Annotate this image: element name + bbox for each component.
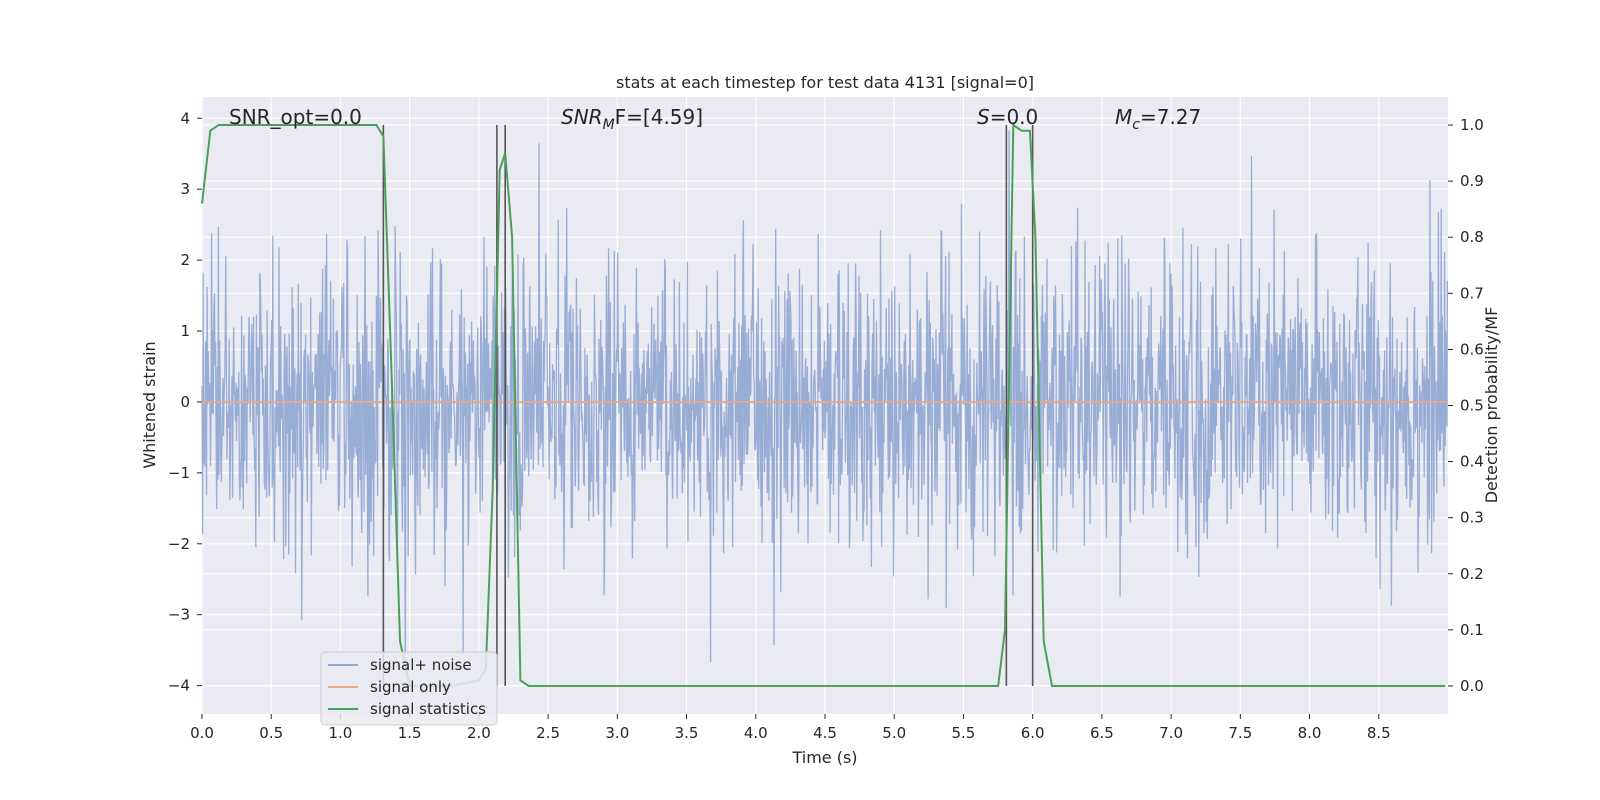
yl-tick-label-1: −3 xyxy=(168,606,190,624)
annotation-snr-mf-rest: F=[4.59] xyxy=(615,105,703,129)
annotation-s-rest: =0.0 xyxy=(990,105,1039,129)
annotation-mc: Mc=7.27 xyxy=(1115,105,1201,133)
yl-tick-label-0: −4 xyxy=(168,677,190,695)
x-tick-label-6: 3.0 xyxy=(605,724,629,742)
annotation-snr-mf-main: SNR xyxy=(561,105,603,129)
x-tick-label-12: 6.0 xyxy=(1021,724,1045,742)
x-tick-label-1: 0.5 xyxy=(259,724,283,742)
yr-tick-label-9: 0.9 xyxy=(1460,172,1484,190)
x-tick-label-11: 5.5 xyxy=(952,724,976,742)
annotation-s-main: S xyxy=(977,105,990,129)
legend-label-signal-statistics: signal statistics xyxy=(370,700,486,718)
y-right-axis-label: Detection probability/MF xyxy=(1482,307,1501,504)
yr-tick-label-4: 0.4 xyxy=(1460,453,1484,471)
legend-label-signal-noise: signal+ noise xyxy=(370,656,472,674)
annotation-snr-mf-sub: M xyxy=(603,117,615,133)
legend-box xyxy=(320,651,498,726)
x-tick-label-9: 4.5 xyxy=(813,724,837,742)
x-tick-label-0: 0.0 xyxy=(190,724,214,742)
x-tick-label-15: 7.5 xyxy=(1228,724,1252,742)
yr-tick-label-3: 0.3 xyxy=(1460,509,1484,527)
legend: signal+ noise signal only signal statist… xyxy=(320,651,498,726)
x-tick-label-16: 8.0 xyxy=(1298,724,1322,742)
x-axis-ticks: 0.0 0.5 1.0 1.5 2.0 2.5 3.0 3.5 4.0 4.5 5.0 5.5 6.0 6… xyxy=(190,714,1391,742)
annotation-mc-sub: c xyxy=(1132,117,1140,133)
x-tick-label-4: 2.0 xyxy=(467,724,491,742)
x-tick-label-10: 5.0 xyxy=(882,724,906,742)
x-tick-label-17: 8.5 xyxy=(1367,724,1391,742)
yr-tick-label-8: 0.8 xyxy=(1460,228,1484,246)
annotation-mc-rest: =7.27 xyxy=(1140,105,1201,129)
annotation-s: S=0.0 xyxy=(977,105,1038,129)
signal-noise-line xyxy=(201,130,1449,676)
x-tick-label-3: 1.5 xyxy=(398,724,422,742)
signal-statistics-line xyxy=(201,123,1446,687)
legend-label-signal-only: signal only xyxy=(370,678,451,696)
x-tick-label-2: 1.0 xyxy=(329,724,353,742)
yr-tick-label-2: 0.2 xyxy=(1460,565,1484,583)
yl-tick-label-6: 2 xyxy=(180,251,190,269)
x-tick-label-8: 4.0 xyxy=(744,724,768,742)
yr-tick-label-7: 0.7 xyxy=(1460,284,1484,302)
yl-tick-label-3: −1 xyxy=(168,464,190,482)
x-axis-label: Time (s) xyxy=(791,748,857,767)
annotation-mc-main: M xyxy=(1115,105,1132,129)
x-tick-label-7: 3.5 xyxy=(675,724,699,742)
yl-tick-label-5: 1 xyxy=(180,322,190,340)
yl-tick-label-8: 4 xyxy=(180,109,190,127)
x-tick-label-13: 6.5 xyxy=(1090,724,1114,742)
y-right-axis-ticks: 0.0 0.1 0.2 0.3 0.4 0.5 0.6 0.7 0.8 0.9 1.0 xyxy=(1448,116,1484,695)
yr-tick-label-1: 0.1 xyxy=(1460,621,1484,639)
yr-tick-label-5: 0.5 xyxy=(1460,397,1484,415)
chart-title: stats at each timestep for test data 413… xyxy=(616,73,1034,92)
x-tick-label-14: 7.0 xyxy=(1159,724,1183,742)
yr-tick-label-10: 1.0 xyxy=(1460,116,1484,134)
yl-tick-label-7: 3 xyxy=(180,180,190,198)
yl-tick-label-4: 0 xyxy=(180,393,190,411)
y-left-axis-ticks: −4 −3 −2 −1 0 1 2 3 4 xyxy=(168,109,202,695)
yr-tick-label-0: 0.0 xyxy=(1460,677,1484,695)
yr-tick-label-6: 0.6 xyxy=(1460,340,1484,358)
yl-tick-label-2: −2 xyxy=(168,535,190,553)
y-left-axis-label: Whitened strain xyxy=(140,341,159,468)
x-tick-label-5: 2.5 xyxy=(536,724,560,742)
series-signal-noise xyxy=(201,130,1449,676)
series-signal-statistics xyxy=(201,123,1446,687)
annotation-snr-opt: SNR_opt=0.0 xyxy=(229,105,362,129)
annotation-snr-mf: SNRMF=[4.59] xyxy=(561,105,703,133)
